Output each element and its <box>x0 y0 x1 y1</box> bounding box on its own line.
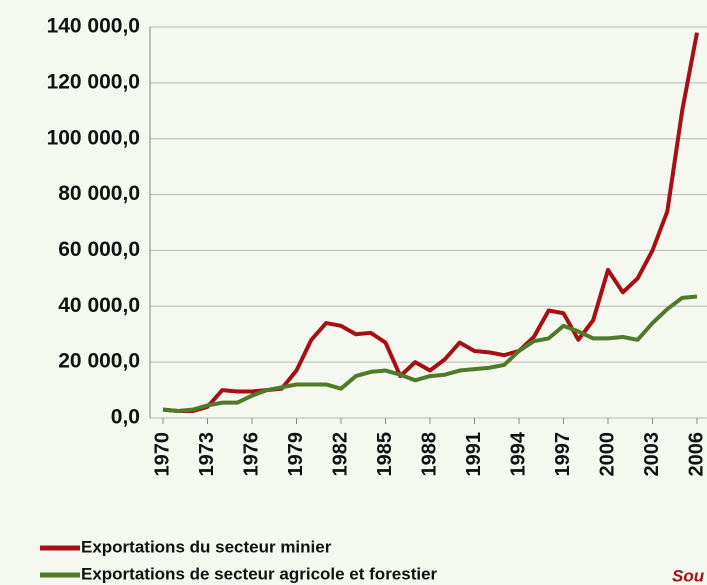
y-tick-label: 140 000,0 <box>47 15 140 38</box>
legend-label: Exportations du secteur minier <box>81 537 332 556</box>
x-tick-label: 1991 <box>463 432 485 477</box>
y-tick-label: 120 000,0 <box>47 70 140 93</box>
series-line <box>162 294 698 414</box>
x-tick-label: 2000 <box>596 432 618 477</box>
x-tick-label: 2006 <box>685 432 707 477</box>
series-line <box>162 32 699 414</box>
x-tick-label: 1973 <box>196 432 218 477</box>
x-tick-label: 1979 <box>285 432 307 477</box>
y-tick-label: 80 000,0 <box>58 182 140 205</box>
x-tick-label: 2003 <box>641 432 663 477</box>
x-tick-label: 1988 <box>418 432 440 477</box>
legend-label: Exportations de secteur agricole et fore… <box>81 564 438 583</box>
x-tick-label: 1985 <box>374 432 396 477</box>
y-tick-label: 20 000,0 <box>58 350 140 373</box>
x-tick-label: 1976 <box>240 432 262 477</box>
source-note: Sou <box>672 566 705 585</box>
x-tick-label: 1997 <box>552 432 574 477</box>
x-tick-label: 1982 <box>329 432 351 477</box>
y-tick-label: 40 000,0 <box>58 294 140 317</box>
y-tick-label: 100 000,0 <box>47 126 140 149</box>
y-tick-label: 0,0 <box>111 406 140 429</box>
y-tick-label: 60 000,0 <box>58 238 140 261</box>
x-tick-label: 1970 <box>151 432 173 477</box>
x-tick-label: 1994 <box>507 431 529 476</box>
